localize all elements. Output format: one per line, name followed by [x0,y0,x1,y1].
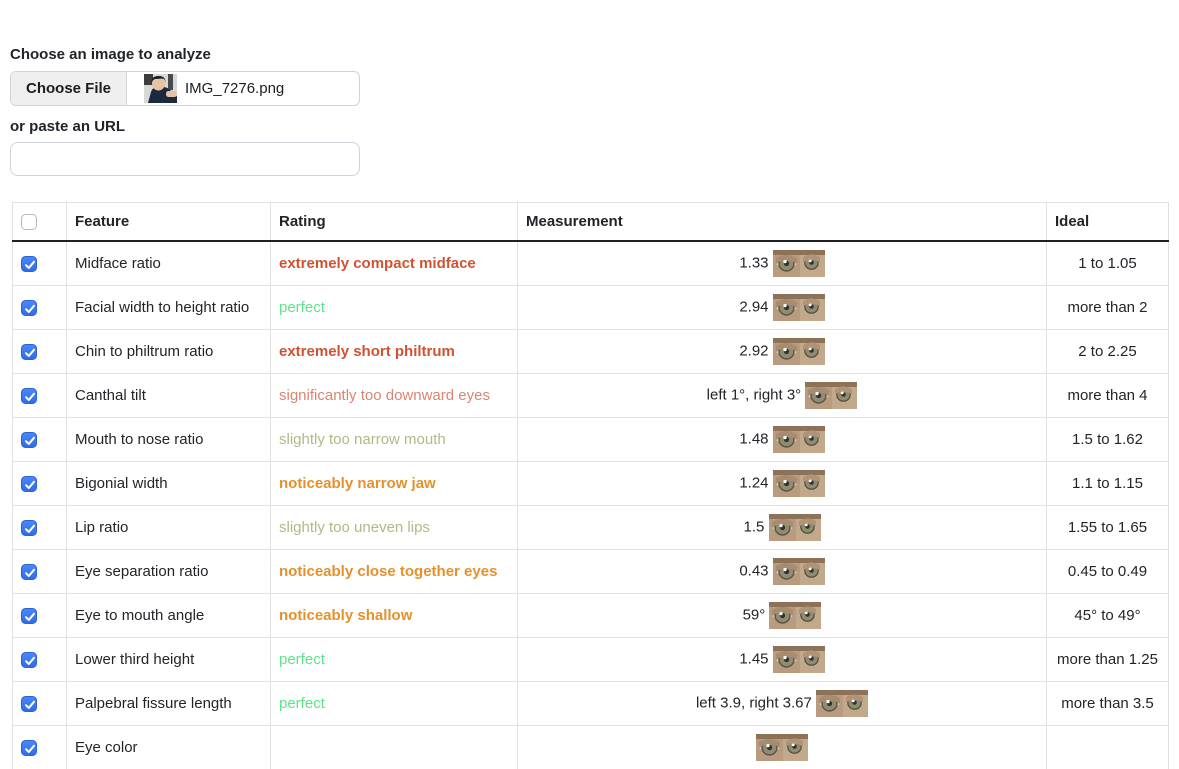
ideal-range: 1 to 1.05 [1046,240,1169,286]
table-row: Facial width to height ratio perfect 2.9… [12,284,1169,330]
row-checkbox[interactable] [21,607,37,624]
table-row: Bigonial width noticeably narrow jaw 1.2… [12,460,1169,506]
feature-name: Palpebral fissure length [66,680,271,726]
eye-color-image [772,557,825,585]
measurement-value: left 3.9, right 3.67 [695,693,812,711]
feature-name: Chin to philtrum ratio [66,328,271,374]
measurement-column-header: Measurement [517,202,1047,242]
row-checkbox[interactable] [21,519,37,536]
row-checkbox[interactable] [21,695,37,712]
eye-color-image [772,249,825,277]
table-body: Midface ratio extremely compact midface … [12,240,1169,769]
eye-color-image [772,645,825,673]
table-row: Midface ratio extremely compact midface … [12,240,1169,286]
feature-name: Bigonial width [66,460,271,506]
feature-name: Mouth to nose ratio [66,416,271,462]
feature-name: Lower third height [66,636,271,682]
rating-text: noticeably close together eyes [270,548,518,594]
measurement-value: 59° [742,605,766,623]
table-row: Eye separation ratio noticeably close to… [12,548,1169,594]
table-row: Lip ratio slightly too uneven lips 1.5 [12,504,1169,550]
eye-color-image [805,381,858,409]
file-name: IMG_7276.png [185,80,285,97]
rating-text: noticeably narrow jaw [270,460,518,506]
ideal-range: 1.55 to 1.65 [1046,504,1169,550]
measurement-value: 1.5 [743,517,765,535]
rating-text: noticeably shallow [270,592,518,638]
choose-file-button[interactable]: Choose File [11,72,128,105]
row-checkbox[interactable] [21,431,37,448]
measurement-value: 1.45 [739,649,769,667]
table-row: Chin to philtrum ratio extremely short p… [12,328,1169,374]
row-checkbox[interactable] [21,299,37,316]
measurement-value: 1.33 [739,253,769,271]
rating-text: slightly too narrow mouth [270,416,518,462]
row-checkbox[interactable] [21,387,37,404]
measurement-value: 0.43 [739,561,769,579]
file-thumbnail-image [144,74,178,103]
table-header-row: Feature Rating Measurement Ideal [12,202,1169,242]
file-input[interactable]: Choose File IMG_7276.png [10,71,360,106]
measurement-value: 2.92 [739,341,769,359]
measurement-value: 1.48 [739,429,769,447]
table-row: Lower third height perfect 1.45 [12,636,1169,682]
eye-color-image [756,733,808,761]
eye-color-image [772,293,825,321]
ideal-range [1046,724,1169,769]
ideal-range: 0.45 to 0.49 [1046,548,1169,594]
eye-color-image [769,601,822,629]
rating-text: perfect [270,284,518,330]
ideal-range: more than 4 [1046,372,1169,418]
rating-text [270,724,518,769]
row-checkbox[interactable] [21,255,37,272]
rating-text: perfect [270,636,518,682]
upload-section: Choose an image to analyze Choose File I… [10,46,1179,176]
table-row: Eye color [12,724,1169,769]
feature-name: Midface ratio [66,240,271,286]
ideal-range: more than 3.5 [1046,680,1169,726]
feature-column-header: Feature [66,202,271,242]
table-row: Eye to mouth angle noticeably shallow 59… [12,592,1169,638]
eye-color-image [772,337,825,365]
eye-color-image [816,689,869,717]
measurement-value: left 1°, right 3° [706,385,802,403]
ideal-range: 45° to 49° [1046,592,1169,638]
feature-name: Eye color [66,724,271,769]
feature-name: Lip ratio [66,504,271,550]
row-checkbox[interactable] [21,739,37,756]
row-checkbox[interactable] [21,563,37,580]
select-all-checkbox[interactable] [21,213,37,230]
ideal-range: 1.5 to 1.62 [1046,416,1169,462]
analysis-table: Feature Rating Measurement Ideal Midface… [12,202,1169,769]
ideal-range: more than 2 [1046,284,1169,330]
ideal-column-header: Ideal [1046,202,1169,242]
feature-name: Eye separation ratio [66,548,271,594]
measurement-value: 2.94 [739,297,769,315]
feature-name: Eye to mouth angle [66,592,271,638]
url-label: or paste an URL [10,118,126,135]
table-row: Mouth to nose ratio slightly too narrow … [12,416,1169,462]
ideal-range: 2 to 2.25 [1046,328,1169,374]
upload-label: Choose an image to analyze [10,46,211,63]
measurement-value: 1.24 [739,473,769,491]
row-checkbox[interactable] [21,651,37,668]
rating-text: significantly too downward eyes [270,372,518,418]
eye-color-image [768,513,821,541]
ideal-range: more than 1.25 [1046,636,1169,682]
rating-column-header: Rating [270,202,518,242]
feature-name: Canthal tilt [66,372,271,418]
rating-text: perfect [270,680,518,726]
feature-name: Facial width to height ratio [66,284,271,330]
rating-text: extremely compact midface [270,240,518,286]
url-input[interactable] [10,142,360,176]
rating-text: extremely short philtrum [270,328,518,374]
eye-color-image [772,425,825,453]
row-checkbox[interactable] [21,343,37,360]
eye-color-image [772,469,825,497]
ideal-range: 1.1 to 1.15 [1046,460,1169,506]
row-checkbox[interactable] [21,475,37,492]
rating-text: slightly too uneven lips [270,504,518,550]
table-row: Canthal tilt significantly too downward … [12,372,1169,418]
table-row: Palpebral fissure length perfect left 3.… [12,680,1169,726]
